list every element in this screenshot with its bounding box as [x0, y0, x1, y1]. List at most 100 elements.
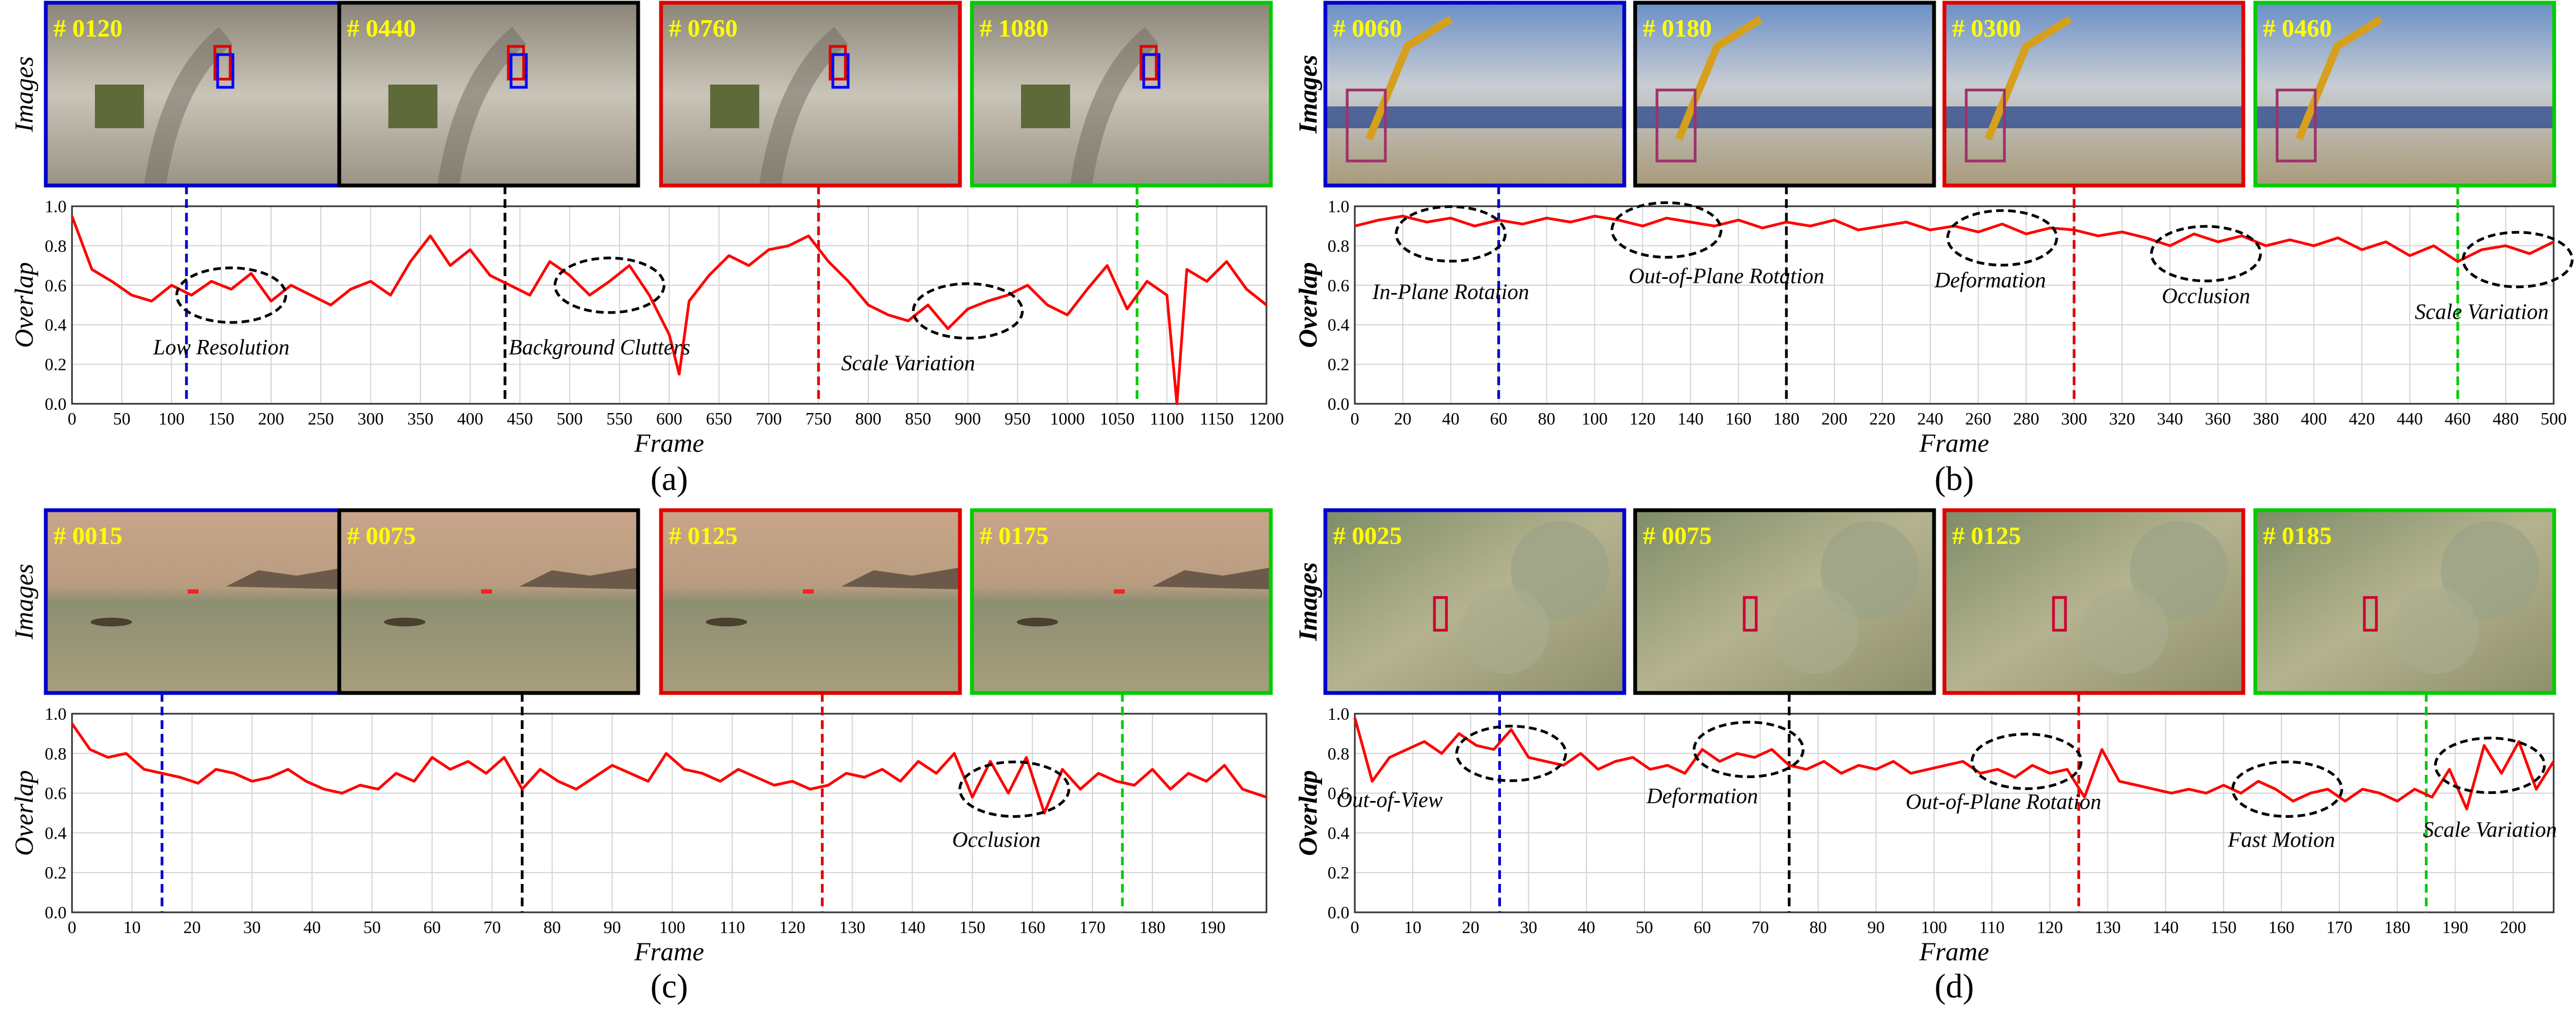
x-tick-label: 130 [2094, 917, 2121, 937]
overlap-series-line [1353, 717, 2555, 811]
x-tick-label: 80 [543, 917, 561, 937]
frame-number-label: # 0025 [1333, 522, 1402, 549]
annotation-ellipse [175, 266, 287, 324]
groundtruth-box [831, 53, 850, 89]
y-tick-label: 0.4 [1328, 315, 1349, 334]
x-tick-label: 900 [955, 409, 981, 428]
x-tick-label: 240 [1917, 409, 1943, 428]
x-tick-label: 150 [208, 409, 235, 428]
x-tick-label: 40 [1442, 409, 1460, 428]
frame-thumbnail: # 0180 [1633, 1, 1936, 188]
x-tick-label: 170 [2326, 917, 2352, 937]
thumbnail-image [1944, 3, 2243, 186]
panel-subcaption: (d) [1935, 968, 1974, 1005]
tracking-box [1965, 88, 2006, 163]
plot-frame [71, 713, 1268, 913]
panel-subcaption: (c) [651, 968, 688, 1005]
road-shape [1070, 27, 1159, 188]
x-tick-label: 850 [905, 409, 931, 428]
tracking-box [2052, 596, 2067, 632]
tree-shape [1772, 587, 1859, 674]
annotation-ellipse [1395, 205, 1507, 263]
y-tick-label: 0.8 [1328, 236, 1349, 255]
y-tick-label: 0.2 [45, 355, 67, 374]
x-tick-label: 400 [2301, 409, 2327, 428]
thumbnail-image [661, 510, 960, 693]
groundtruth-box [1142, 53, 1161, 89]
y-tick-label: 0.4 [45, 315, 67, 334]
y-tick-label: 0.6 [1328, 276, 1349, 295]
x-tick-label: 90 [603, 917, 621, 937]
annotation-label: Scale Variation [841, 350, 975, 375]
road-shape [144, 27, 233, 188]
x-tick-label: 140 [2153, 917, 2179, 937]
frame-number-label: # 0440 [347, 14, 416, 42]
x-tick-label: 190 [1199, 917, 1226, 937]
annotation-ellipse [912, 282, 1024, 340]
thumbnail-border [659, 1, 962, 188]
overlap-series-line [70, 216, 1268, 405]
x-tick-label: 700 [756, 409, 782, 428]
x-tick-label: 550 [607, 409, 633, 428]
tree-shape [2392, 587, 2479, 674]
y-tick-label: 0.0 [45, 394, 67, 414]
images-axis-label: Images [10, 564, 39, 640]
x-tick-label: 140 [899, 917, 926, 937]
y-tick-label: 0.6 [1328, 784, 1349, 803]
panel-d: Images # 0025 # 0075 # 0125 # 0185 0 10 20 30 40 5… [1294, 508, 2557, 1005]
y-tick-label: 0.2 [1328, 355, 1349, 374]
tracking-box [2363, 596, 2378, 632]
annotation-ellipse [2461, 231, 2574, 289]
x-tick-label: 650 [706, 409, 732, 428]
annotation-label: Out-of-View [1336, 787, 1443, 812]
x-tick-label: 750 [806, 409, 832, 428]
x-tick-label: 180 [1773, 409, 1799, 428]
fence-shape [1325, 106, 1624, 128]
tracking-box [1743, 596, 1758, 632]
x-tick-label: 140 [1677, 409, 1703, 428]
x-tick-label: 100 [159, 409, 185, 428]
hills-shape [226, 567, 345, 589]
x-tick-label: 1000 [1050, 409, 1085, 428]
x-tick-label: 20 [1462, 917, 1479, 937]
groundtruth-box [509, 53, 528, 89]
x-tick-label: 90 [1868, 917, 1885, 937]
plot-background [1355, 714, 2554, 912]
hills-shape [1152, 567, 1271, 589]
x-tick-label: 0 [68, 917, 76, 937]
x-tick-label: 110 [1979, 917, 2005, 937]
thumbnail-image [1325, 3, 1624, 186]
x-tick-label: 460 [2445, 409, 2471, 428]
x-tick-label: 280 [2013, 409, 2039, 428]
x-tick-label: 1150 [1199, 409, 1234, 428]
frame-thumbnail: # 0300 [1942, 1, 2245, 188]
annotation-label: Background Clutters [509, 335, 690, 360]
fence-shape [1635, 106, 1934, 128]
annotation-label: Out-of-Plane Rotation [1629, 264, 1824, 288]
boat-shape [384, 618, 425, 626]
x-tick-label: 300 [358, 409, 384, 428]
frame-thumbnail: # 0440 [337, 1, 640, 188]
frame-axis-label: Frame [1919, 937, 1989, 966]
y-tick-label: 0.2 [45, 863, 67, 882]
panel-subcaption: (b) [1935, 461, 1974, 498]
x-tick-label: 80 [1538, 409, 1556, 428]
tree-shape [1821, 521, 1919, 619]
tracking-box [1139, 45, 1158, 81]
annotation-label: Out-of-Plane Rotation [1906, 790, 2101, 814]
boat-shape [706, 618, 747, 626]
x-tick-label: 250 [308, 409, 334, 428]
thumbnail-image [2255, 3, 2554, 186]
x-tick-label: 340 [2157, 409, 2183, 428]
frame-thumbnail: # 0060 [1323, 1, 1626, 188]
x-tick-label: 800 [855, 409, 881, 428]
x-tick-label: 30 [243, 917, 261, 937]
thumbnail-border [1323, 1, 1626, 188]
x-tick-label: 120 [2037, 917, 2063, 937]
x-tick-label: 80 [1809, 917, 1827, 937]
y-tick-label: 1.0 [45, 196, 67, 216]
x-tick-label: 110 [719, 917, 745, 937]
x-tick-label: 320 [2109, 409, 2135, 428]
x-tick-label: 60 [423, 917, 441, 937]
